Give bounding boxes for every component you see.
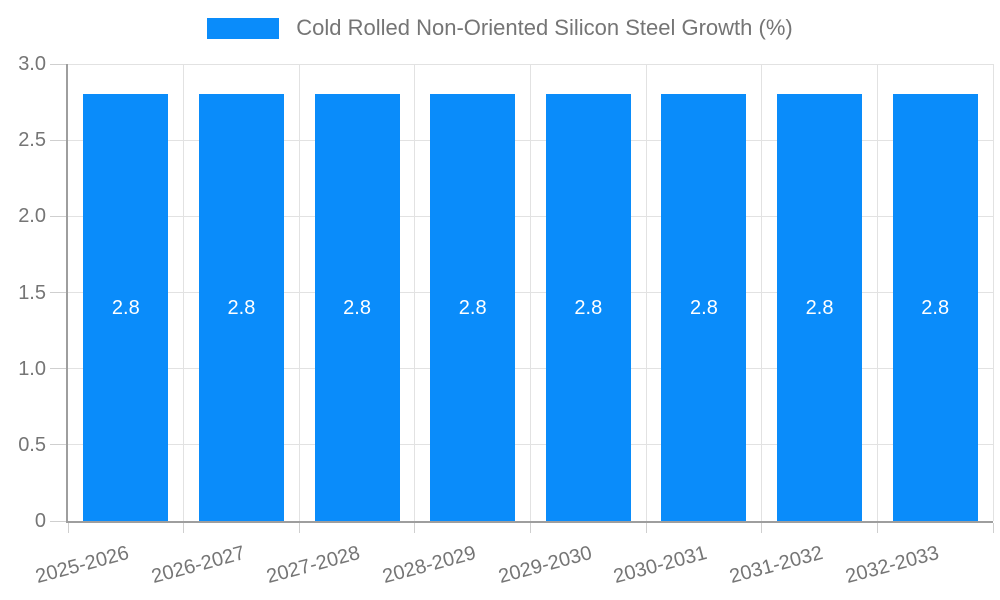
x-axis-label: 2026-2027 <box>149 542 248 589</box>
legend: Cold Rolled Non-Oriented Silicon Steel G… <box>0 12 1000 44</box>
x-tick-mark <box>298 523 300 533</box>
y-axis-label: 1.0 <box>18 357 46 380</box>
bar <box>314 94 400 521</box>
x-tick-mark <box>876 523 878 533</box>
y-tick-mark <box>50 63 68 65</box>
gridline-vertical <box>992 64 994 521</box>
x-axis-label: 2028-2029 <box>380 542 479 589</box>
y-tick-mark <box>50 520 68 522</box>
gridline-vertical <box>645 64 647 521</box>
bar-value-label: 2.8 <box>690 296 718 319</box>
y-tick-mark <box>50 215 68 217</box>
x-axis-label: 2031-2032 <box>727 542 826 589</box>
bar-value-label: 2.8 <box>111 296 140 319</box>
gridline-vertical <box>298 64 300 521</box>
x-tick-mark <box>530 523 531 533</box>
x-tick-mark <box>761 523 763 533</box>
y-tick-mark <box>50 139 68 141</box>
y-axis-label: 1.5 <box>18 281 46 304</box>
bar <box>545 94 631 521</box>
x-tick-mark <box>183 523 185 533</box>
y-tick-mark <box>50 444 68 446</box>
y-tick-mark <box>50 368 68 370</box>
x-axis-label: 2030-2031 <box>611 542 710 589</box>
x-axis-label: 2025-2026 <box>33 542 132 589</box>
x-axis-label: 2032-2033 <box>842 542 941 589</box>
x-tick-mark <box>645 523 647 533</box>
bar-value-label: 2.8 <box>805 296 834 319</box>
bar <box>892 94 978 521</box>
x-tick-mark <box>67 523 69 533</box>
x-axis-label: 2027-2028 <box>264 542 363 589</box>
y-axis-line <box>66 64 68 523</box>
x-axis-label: 2029-2030 <box>495 542 595 589</box>
bar <box>661 94 747 521</box>
y-tick-mark <box>50 292 68 293</box>
gridline-vertical <box>530 64 531 521</box>
y-axis-label: 0.5 <box>18 433 46 456</box>
legend-label: Cold Rolled Non-Oriented Silicon Steel G… <box>296 14 793 40</box>
y-axis-label: 2.0 <box>18 205 46 228</box>
bar-value-label: 2.8 <box>574 296 603 319</box>
x-tick-mark <box>992 523 994 533</box>
gridline-vertical <box>761 64 763 521</box>
bar-value-label: 2.8 <box>458 296 487 319</box>
legend-swatch <box>207 17 280 39</box>
y-axis-label: 3.0 <box>18 53 46 75</box>
bar <box>430 94 516 521</box>
bar-value-label: 2.8 <box>227 296 256 319</box>
gridline-vertical <box>183 64 185 521</box>
bar <box>777 94 863 521</box>
y-axis-label: 0 <box>34 510 46 532</box>
bar <box>83 94 169 521</box>
bar-value-label: 2.8 <box>343 296 371 319</box>
gridline-vertical <box>876 64 878 521</box>
y-axis-label: 2.5 <box>18 129 46 152</box>
x-tick-mark <box>414 523 416 533</box>
x-axis-line <box>66 521 993 523</box>
gridline-vertical <box>414 64 416 521</box>
bar-value-label: 2.8 <box>921 296 950 319</box>
bar <box>198 94 284 521</box>
